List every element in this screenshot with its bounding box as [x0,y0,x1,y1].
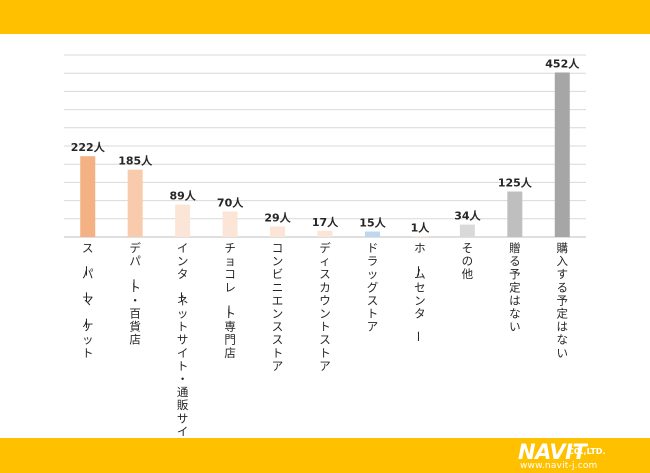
bottom-band [0,438,650,473]
logo-url: www.navit-j.com [520,461,598,471]
category-label: ホームセンター [411,241,426,342]
category-label: チョコレート専門店 [221,241,236,360]
data-label: 70人 [217,196,244,210]
category-label: デパート・百貨店 [126,241,141,347]
bar [364,231,380,237]
bar [127,169,143,237]
bar [507,191,523,237]
bar [80,156,96,237]
data-label: 29人 [264,210,291,224]
category-label: その他 [462,241,474,281]
category-label: インターネットサイト・通販サイト [174,241,189,452]
category-label: 購入する予定はない [557,241,569,360]
data-label: 1人 [411,221,431,235]
data-labels: 222人 185人 89人 70人 29人 17人 15人 1人 34人 125人 452人 [71,56,581,234]
data-label: 452人 [545,56,580,70]
bars [80,72,570,237]
logo-company-suffix: CO.,LTD. [568,447,606,456]
data-label: 125人 [498,176,533,190]
category-label: スーパーマーケット [79,241,94,360]
bar [554,72,570,237]
bar [317,230,333,237]
bar [222,211,238,237]
bar [412,236,428,237]
logo-wordmark: NAVIT [518,440,587,464]
data-label: 222人 [71,140,106,154]
bar [270,226,286,237]
data-label: 15人 [359,216,386,230]
data-label: 34人 [454,209,481,223]
category-labels: スーパーマーケット デパート・百貨店 インターネットサイト・通販サイト チョコレート専… [79,241,569,452]
navit-logo: NAVIT CO.,LTD. www.navit-j.com [518,441,630,471]
data-label: 185人 [118,154,153,168]
top-band [0,0,650,34]
category-label: ディスカウントストア [319,241,331,373]
bar [175,204,191,237]
bar [459,224,475,237]
category-label: コンビニエンスストア [272,241,284,373]
category-label: 贈る予定はない [509,241,521,334]
category-label: ドラッグストア [367,241,379,334]
data-label: 17人 [312,215,339,229]
data-label: 89人 [169,189,196,203]
